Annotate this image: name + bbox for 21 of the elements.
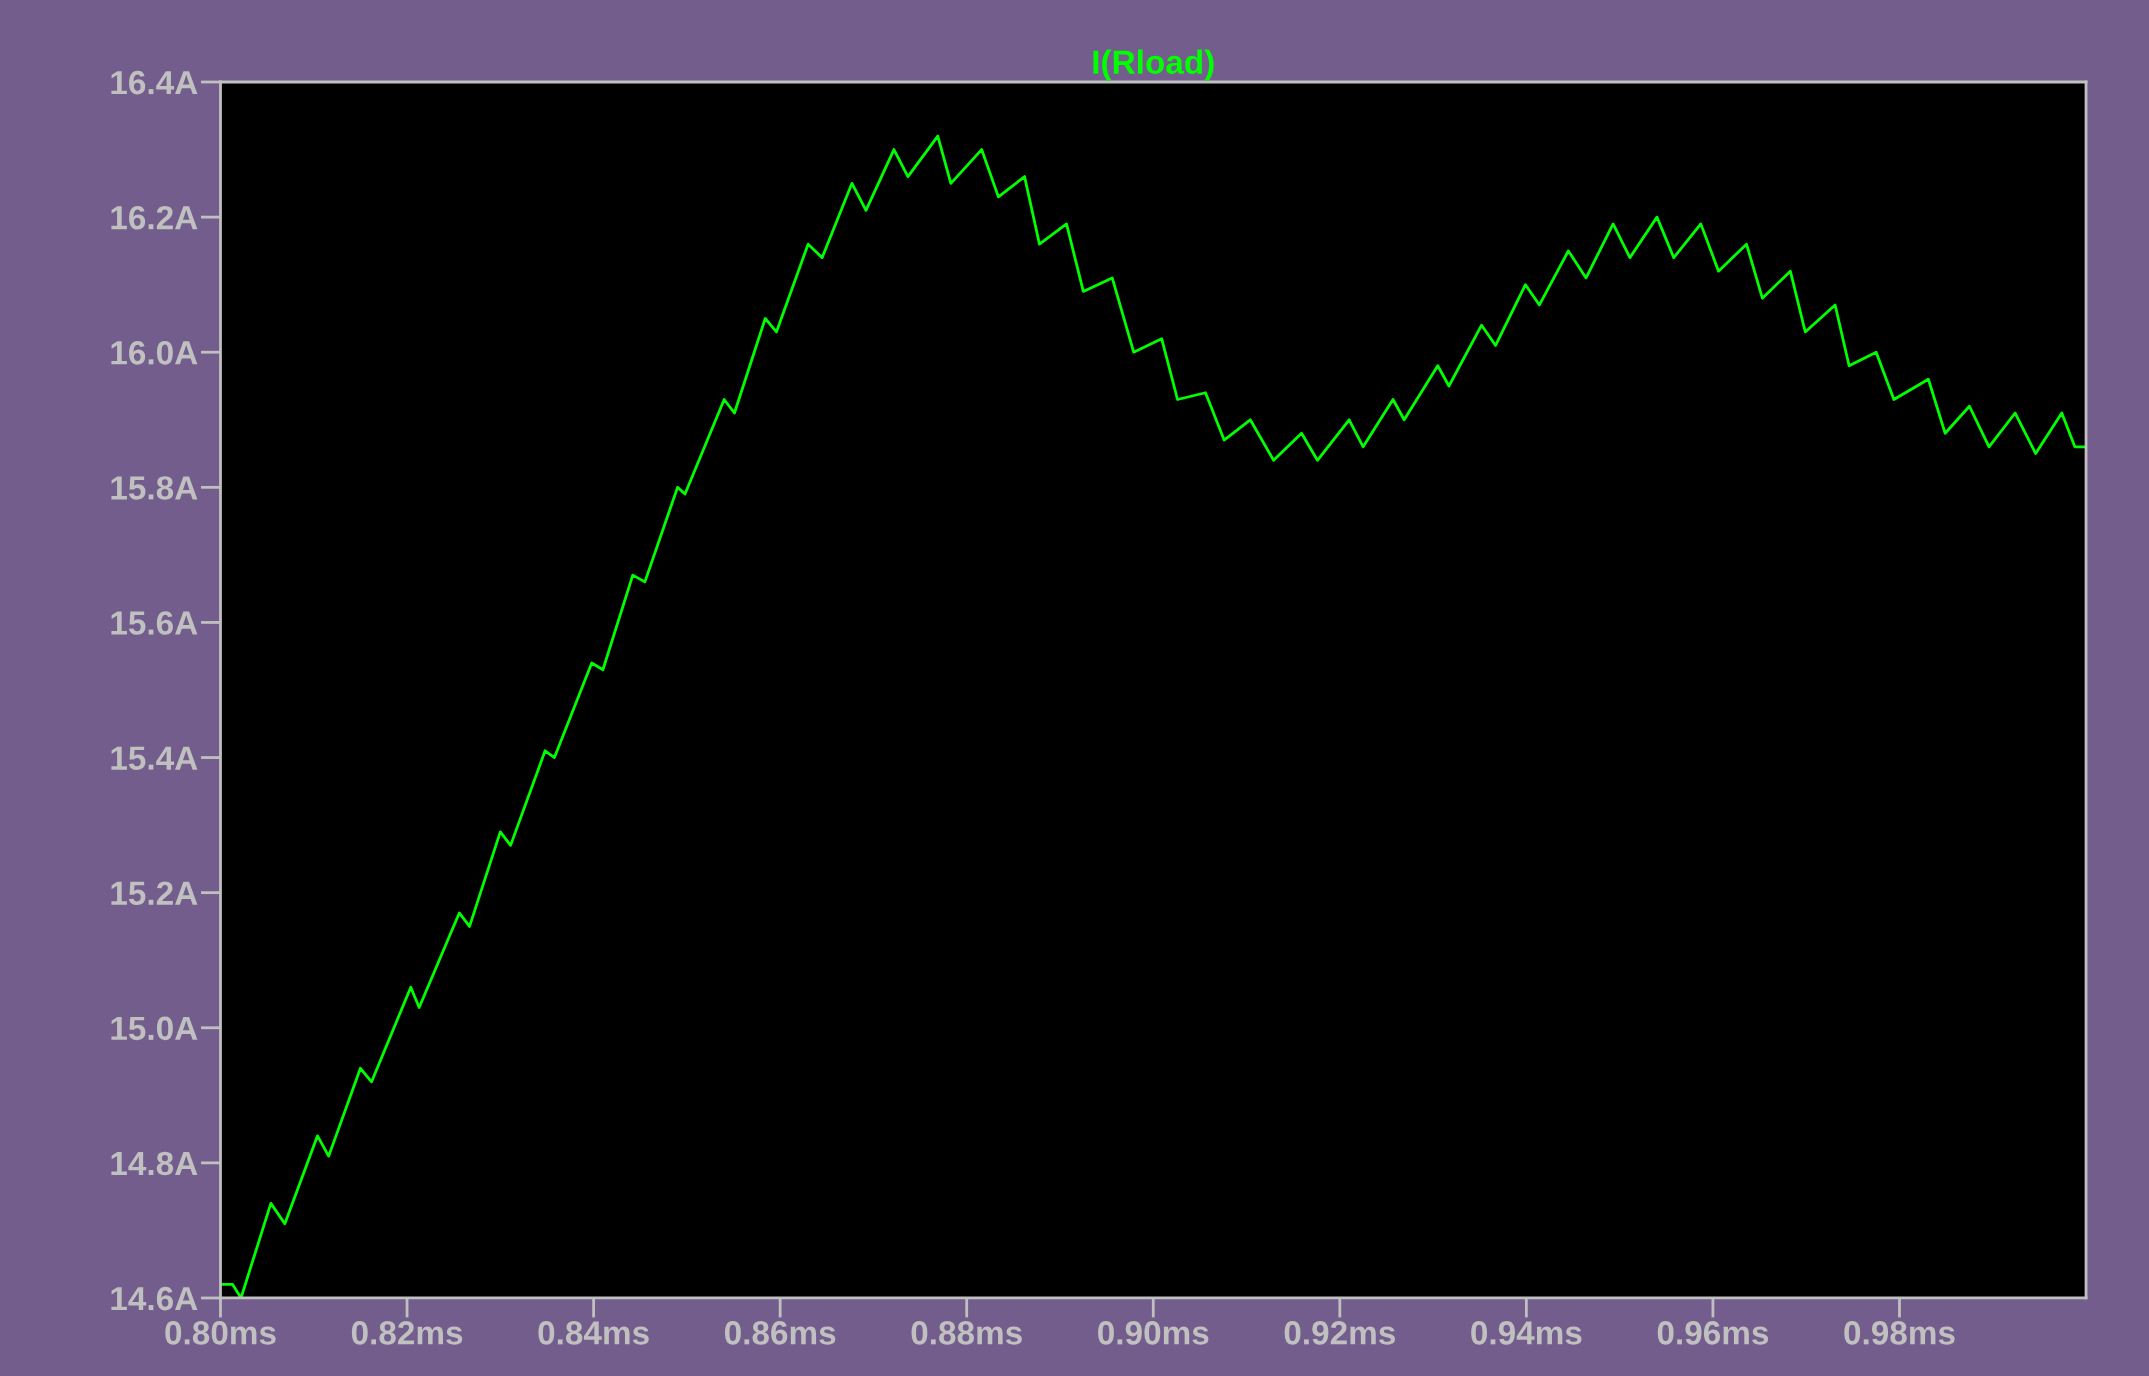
y-tick-label: 14.8A [111,1151,198,1176]
x-tick-label: 0.88ms [911,1321,1022,1345]
y-tick-label: 16.4A [111,70,198,95]
chart-title: I(Rload) [1093,49,1214,81]
y-tick-label: 15.0A [111,1016,198,1041]
x-tick-label: 0.90ms [1098,1321,1209,1345]
y-tick-label: 15.2A [111,881,198,906]
y-tick-label: 15.6A [111,611,198,635]
x-tick-label: 0.82ms [351,1321,463,1345]
x-tick-label: 0.98ms [1844,1321,1955,1345]
y-tick-label: 15.4A [111,746,198,770]
x-tick-label: 0.80ms [165,1321,276,1345]
x-tick-label: 0.94ms [1471,1321,1582,1345]
y-tick-label: 15.8A [111,476,198,500]
x-tick-label: 0.92ms [1284,1321,1395,1345]
y-tick-label: 16.0A [111,341,198,365]
x-tick-label: 0.96ms [1657,1321,1769,1345]
y-tick-label: 14.6A [111,1286,198,1311]
x-tick-label: 0.84ms [538,1321,649,1345]
y-tick-label: 16.2A [111,205,198,230]
x-tick-label: 0.86ms [724,1321,836,1345]
